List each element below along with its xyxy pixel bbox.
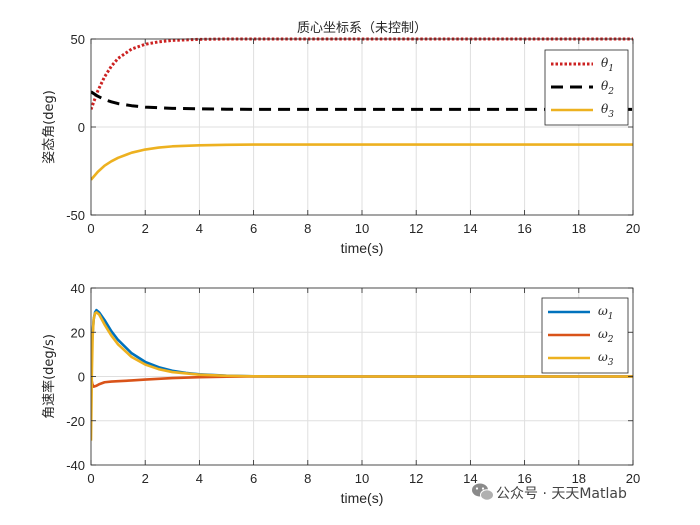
legend-label-1: ω1 [598,304,614,322]
y-tick-label: 20 [71,325,85,340]
x-tick-label: 6 [250,221,257,236]
series-line-3 [91,143,633,181]
legend: θ1 θ2 θ3 [544,49,629,126]
x-tick-label: 10 [355,471,369,486]
attitude-angle-plot: 0 2 4 6 8 10 12 14 16 18 20-50050time(s)姿态角(deg)质心… [41,21,640,256]
x-tick-label: 4 [196,471,203,486]
x-tick-label: 0 [87,471,94,486]
x-axis-label: time(s) [341,240,384,256]
x-tick-label: 8 [304,471,311,486]
x-axis-label: time(s) [341,490,384,506]
legend-label-2: θ2 [601,79,614,97]
y-tick-label: -40 [66,458,85,473]
watermark: 公众号 · 天天Matlab [472,483,627,502]
x-tick-label: 18 [572,221,586,236]
y-tick-label: 50 [71,32,85,47]
x-tick-label: 6 [250,471,257,486]
x-tick-label: 14 [463,471,477,486]
legend-label-3: θ3 [601,102,614,120]
x-tick-label: 8 [304,221,311,236]
x-tick-label: 4 [196,221,203,236]
y-tick-label: 0 [78,370,85,385]
x-tick-label: 2 [142,471,149,486]
y-axis-label: 姿态角(deg) [41,90,57,164]
chart-title: 质心坐标系（未控制） [297,21,427,36]
series-line-2 [91,90,633,111]
x-tick-label: 12 [409,471,423,486]
x-tick-label: 16 [517,471,531,486]
x-tick-label: 0 [87,221,94,236]
x-tick-label: 2 [142,221,149,236]
x-tick-label: 20 [626,471,640,486]
y-axis-label: 角速率(deg/s) [41,334,57,419]
x-tick-label: 20 [626,221,640,236]
y-tick-label: 40 [71,281,85,296]
y-tick-label: -50 [66,208,85,223]
legend: ω1 ω2 ω3 [541,297,629,374]
series-line-3 [91,311,633,441]
wechat-icon [472,483,494,501]
x-tick-label: 14 [463,221,477,236]
x-tick-label: 12 [409,221,423,236]
angular-rate-plot: 0 2 4 6 8 10 12 14 16 18 20 -40 -20 0 20 40 time(s) 角速率(d… [41,281,640,506]
legend-label-3: ω3 [598,350,614,368]
x-tick-label: 18 [572,471,586,486]
x-tick-label: 10 [355,221,369,236]
y-tick-label: -20 [66,414,85,429]
legend-label-2: ω2 [598,327,614,345]
watermark-text: 公众号 · 天天Matlab [496,486,627,502]
legend-label-1: θ1 [601,56,614,74]
x-tick-label: 16 [517,221,531,236]
y-tick-label: 0 [78,120,85,135]
